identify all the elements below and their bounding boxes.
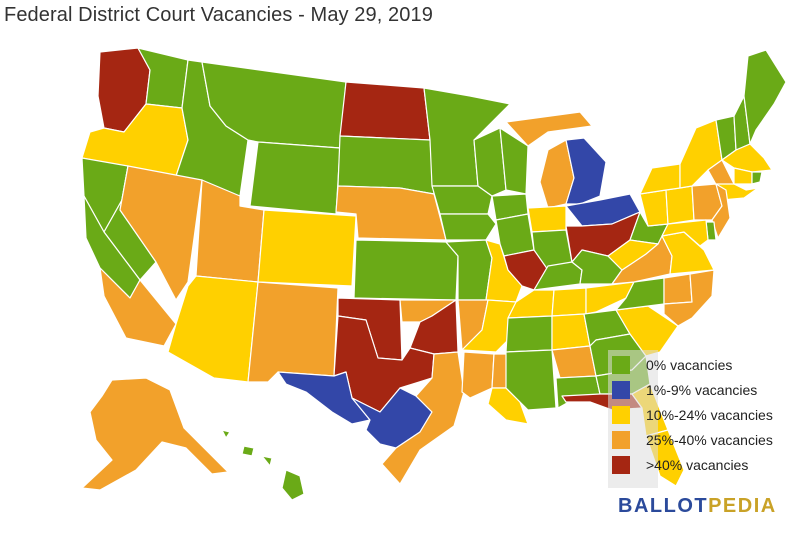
map-region-nj[interactable] xyxy=(711,183,731,239)
map-region-wy[interactable] xyxy=(249,141,341,215)
map-region-pa-middle[interactable] xyxy=(665,185,695,225)
map-region-md[interactable] xyxy=(661,219,709,247)
map-region-ia-south[interactable] xyxy=(439,213,497,241)
legend-item: >40% vacancies xyxy=(612,452,800,477)
logo-part-ballot: BALLOT xyxy=(618,495,709,517)
map-region-ms-north[interactable] xyxy=(505,315,553,353)
legend-item: 0% vacancies xyxy=(612,352,800,377)
ballotpedia-logo: BALLOTPEDIA xyxy=(618,495,777,518)
map-region-al-middle[interactable] xyxy=(551,345,597,379)
legend-swatch xyxy=(612,405,630,424)
legend-item: 1%-9% vacancies xyxy=(612,377,800,402)
map-region-tx-west[interactable] xyxy=(277,371,371,425)
map-region-ri[interactable] xyxy=(751,171,763,185)
legend-item: 25%-40% vacancies xyxy=(612,427,800,452)
logo-part-pedia: PEDIA xyxy=(708,495,777,517)
map-region-ia-north[interactable] xyxy=(431,185,493,215)
map-region-me[interactable] xyxy=(743,49,787,145)
map-region-mi-east[interactable] xyxy=(565,137,607,205)
map-region-sd[interactable] xyxy=(337,135,435,195)
legend-label: >40% vacancies xyxy=(646,456,749,473)
legend-swatch xyxy=(612,380,630,399)
legend-swatch xyxy=(612,455,630,474)
legend-label: 1%-9% vacancies xyxy=(646,381,758,398)
map-region-wi-west[interactable] xyxy=(473,127,507,197)
legend-swatch xyxy=(612,355,630,374)
map-region-nc-middle[interactable] xyxy=(663,273,693,305)
map-region-la-west[interactable] xyxy=(461,351,495,399)
legend-swatch xyxy=(612,430,630,449)
map-region-co[interactable] xyxy=(257,209,357,287)
map-region-al-north[interactable] xyxy=(551,313,591,351)
map-region-ak[interactable] xyxy=(81,377,229,491)
legend-label: 10%-24% vacancies xyxy=(646,406,773,423)
page-title: Federal District Court Vacancies - May 2… xyxy=(4,4,433,26)
legend: 0% vacancies 1%-9% vacancies 10%-24% vacan… xyxy=(612,352,800,477)
legend-label: 0% vacancies xyxy=(646,356,733,373)
map-region-nm[interactable] xyxy=(247,281,339,383)
map-region-tx-east[interactable] xyxy=(381,351,465,485)
map-region-nd[interactable] xyxy=(339,81,431,141)
map-region-in-north[interactable] xyxy=(527,205,567,233)
legend-label: 25%-40% vacancies xyxy=(646,431,773,448)
map-region-hi[interactable] xyxy=(221,429,305,501)
map-region-ne[interactable] xyxy=(335,185,447,241)
map-region-ca-south[interactable] xyxy=(99,267,177,347)
map-region-ks[interactable] xyxy=(353,239,459,301)
legend-item: 10%-24% vacancies xyxy=(612,402,800,427)
map-region-nc-east[interactable] xyxy=(663,269,715,327)
map-region-il-central[interactable] xyxy=(495,213,535,257)
map-region-tn-middle[interactable] xyxy=(551,287,587,317)
map-region-wv-south[interactable] xyxy=(607,239,659,271)
